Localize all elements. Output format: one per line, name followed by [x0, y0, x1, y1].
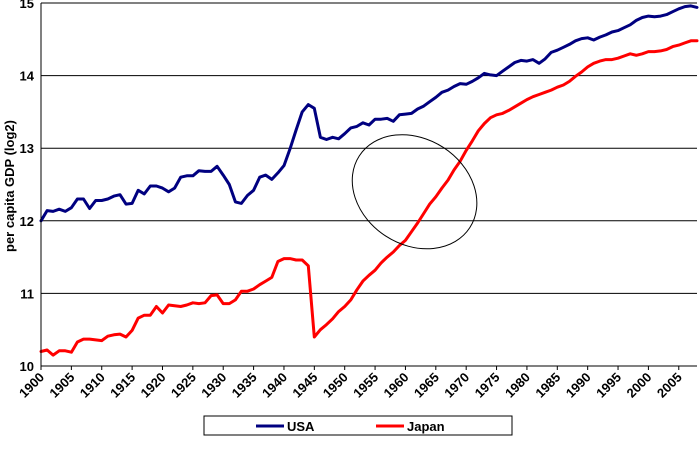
x-tick-labels: 1900 1905 1910 1915 1920 1925 1930 1935 1940 1945…: [16, 366, 685, 401]
legend: USA Japan: [203, 415, 513, 436]
y-tick-label: 10: [20, 359, 34, 374]
y-tick-label: 13: [20, 141, 34, 156]
x-tick-label: 2005: [654, 370, 685, 401]
series-line-usa: [39, 4, 699, 223]
x-tick-label: 1920: [138, 370, 169, 401]
legend-label-usa: USA: [287, 419, 315, 434]
x-tick-label: 1915: [107, 370, 138, 401]
highlight-ellipse: [351, 134, 478, 250]
x-tick-label: 1965: [411, 370, 442, 401]
x-tick-label: 1925: [168, 370, 199, 401]
x-tick-label: 1960: [381, 370, 412, 401]
series-layer: [39, 4, 699, 357]
x-tick-label: 1975: [472, 370, 503, 401]
x-tick-label: 1945: [289, 370, 320, 401]
x-tick-label: 1935: [229, 370, 260, 401]
legend-box: [203, 415, 513, 436]
annotation-layer: [351, 134, 478, 250]
series-line-japan: [39, 39, 699, 357]
x-tick-label: 2000: [623, 370, 654, 401]
x-tick-label: 1910: [77, 370, 108, 401]
legend-label-japan: Japan: [407, 419, 445, 434]
y-tick-label: 11: [20, 286, 34, 301]
x-tick-label: 1990: [563, 370, 594, 401]
y-tick-labels: 10 11 12 13 14 15: [20, 0, 35, 374]
x-tick-label: 1900: [16, 370, 47, 401]
x-tick-label: 1955: [350, 370, 381, 401]
y-tick-label: 15: [20, 0, 34, 11]
x-tick-label: 1970: [441, 370, 472, 401]
x-tick-label: 1995: [593, 370, 624, 401]
x-tick-label: 1980: [502, 370, 533, 401]
x-tick-label: 1905: [46, 370, 77, 401]
plot-area: [41, 3, 697, 366]
x-tick-label: 1950: [320, 370, 351, 401]
x-tick-label: 1940: [259, 370, 290, 401]
x-tick-label: 1930: [198, 370, 229, 401]
y-axis-label: per capita GDP (log2): [2, 120, 17, 252]
x-tick-label: 1985: [532, 370, 563, 401]
y-tick-label: 14: [20, 69, 35, 84]
y-tick-label: 12: [20, 214, 34, 229]
